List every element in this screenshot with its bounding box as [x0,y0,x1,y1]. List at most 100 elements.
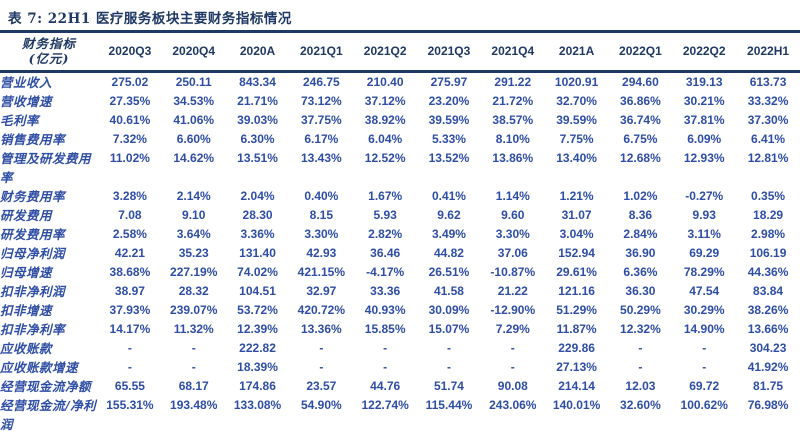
cell-value: 30.09% [428,303,470,317]
cell-value: 27.35% [109,94,151,108]
table-row: 经营现金流净额 65.55 68.17 174.86 23.57 44.76 51.74 90… [0,377,800,396]
cell-value: 2.98% [751,227,786,241]
column-header: 2021A [558,44,595,58]
cell-value: 28.32 [178,284,209,298]
cell-value: 0.41% [431,189,466,203]
header-label-line2: (亿元) [28,51,70,66]
cell-value: 37.30% [747,113,789,127]
row-label: 扣非净利率 [0,322,66,337]
cell-value: 13.66% [747,322,789,336]
cell-value: 15.07% [428,322,470,336]
cell-value: 193.48% [170,398,218,412]
cell-value: 35.23 [178,246,209,260]
row-label: 管理及研发费用率 [0,151,92,185]
row-label: 扣非净利润 [0,284,66,299]
title-divider [0,30,800,33]
cell-value: 51.29% [556,303,597,317]
table-row: 销售费用率 7.32% 6.60% 6.30% 6.17% 6.04% 5.33% 8.10%… [0,130,800,149]
cell-value: - [127,341,132,355]
cell-value: 18.39% [237,360,278,374]
cell-value: 210.40 [366,75,404,89]
cell-value: 33.36 [370,284,401,298]
cell-value: 9.60 [501,208,525,222]
cell-value: 36.74% [620,113,661,127]
cell-value: 3.30% [495,227,530,241]
table-row: 扣非净利率 14.17% 11.32% 12.39% 13.36% 15.85% 15.07… [0,320,800,339]
cell-value: - [638,341,643,355]
cell-value: 7.75% [559,132,594,146]
cell-value: 2.84% [623,227,658,241]
cell-value: 9.10 [182,208,206,222]
cell-value: 40.93% [364,303,406,317]
column-header: 2021Q3 [427,44,471,58]
table-row: 应收账款 - - 222.82 - - - - 229.86 - - 304.23 [0,339,800,358]
cell-value: 246.75 [302,75,340,89]
column-header: 2022H1 [747,44,790,58]
cell-value: 14.17% [109,322,151,336]
table-row: 扣非增速 37.93% 239.07% 53.72% 420.72% 40.93% 30.0… [0,301,800,320]
header-label-line1: 财务指标 [21,36,76,51]
row-label: 研发费用率 [0,227,66,242]
cell-value: 40.61% [109,113,151,127]
cell-value: 26.51% [428,265,470,279]
cell-value: 1.67% [368,189,403,203]
cell-value: 12.03 [625,379,656,393]
cell-value: 420.72% [297,303,346,317]
cell-value: - [191,360,196,374]
table-row: 财务费用率 3.28% 2.14% 2.04% 0.40% 1.67% 0.41% 1.14%… [0,187,800,206]
column-header: 2021Q4 [491,44,535,58]
cell-value: 30.21% [683,94,725,108]
cell-value: 155.31% [106,398,154,412]
cell-value: 8.10% [495,132,530,146]
header-indicator-label: 财务指标 (亿元) [0,33,98,72]
table-row: 归母净利润 42.21 35.23 131.40 42.93 36.46 44.82 37.0… [0,244,800,263]
cell-value: 3.30% [304,227,339,241]
cell-value: 115.44% [425,398,473,412]
table-row: 研发费用 7.08 9.10 28.30 8.15 5.93 9.62 9.60 31.07 8.… [0,206,800,225]
report-page: 表 7: 22H1 医疗服务板块主要财务指标情况 财务指标 (亿元) 2020Q… [0,7,800,434]
cell-value: 7.32% [112,132,147,146]
cell-value: 21.22 [497,284,528,298]
row-label: 归母增速 [0,265,53,280]
table-row: 管理及研发费用率 11.02% 14.62% 13.51% 13.43% 12.52% 13… [0,149,800,187]
cell-value: 6.41% [751,132,786,146]
cell-value: - [319,341,324,355]
cell-value: 69.29 [689,246,720,260]
cell-value: 100.62% [680,398,728,412]
financial-indicators-table: 财务指标 (亿元) 2020Q3 2020Q4 2020A 2021Q1 2021Q2 2… [0,33,800,434]
cell-value: 42.93 [306,246,337,260]
cell-value: 27.13% [556,360,597,374]
row-label: 经营现金流净额 [0,379,92,394]
cell-value: 38.92% [364,113,406,127]
column-header: 2020Q3 [108,44,152,58]
cell-value: 21.72% [492,94,534,108]
cell-value: 613.73 [749,75,787,89]
cell-value: 37.75% [300,113,342,127]
cell-value: 31.07 [561,208,592,222]
cell-value: 13.43% [300,151,342,165]
cell-value: 11.32% [173,322,214,336]
cell-value: 44.76 [370,379,401,393]
cell-value: 304.23 [749,341,787,355]
cell-value: -4.17% [366,265,405,279]
cell-value: 9.93 [692,208,716,222]
cell-value: 275.02 [111,75,149,89]
row-label: 销售费用率 [0,132,66,147]
cell-value: - [510,360,515,374]
cell-value: - [702,341,707,355]
cell-value: 104.51 [239,284,276,298]
cell-value: 13.40% [556,151,597,165]
cell-value: 250.11 [175,75,212,89]
cell-value: -10.87% [490,265,536,279]
cell-value: 152.94 [558,246,595,260]
cell-value: 131.40 [239,246,276,260]
cell-value: 11.02% [109,151,150,165]
cell-value: 6.36% [623,265,658,279]
cell-value: 37.81% [683,113,725,127]
cell-value: 2.04% [240,189,275,203]
cell-value: 6.04% [368,132,403,146]
table-title: 表 7: 22H1 医疗服务板块主要财务指标情况 [8,11,292,27]
cell-value: 6.60% [176,132,211,146]
cell-value: 65.55 [114,379,145,393]
cell-value: 3.49% [431,227,466,241]
